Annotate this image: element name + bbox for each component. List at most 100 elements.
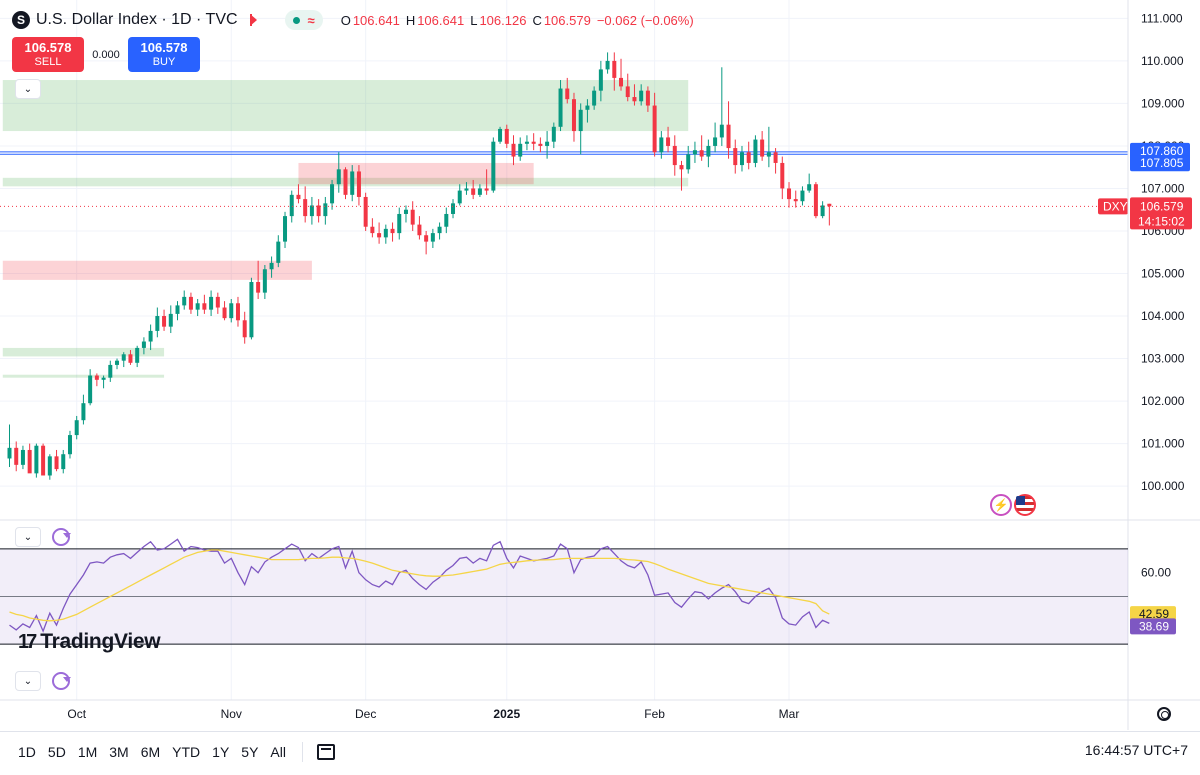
rsi-legend-collapse-button[interactable]: ⌄ <box>15 527 41 547</box>
candle-body <box>645 90 650 106</box>
last-price-label-bg <box>1130 197 1192 230</box>
timeframe-1m[interactable]: 1M <box>77 743 98 760</box>
rsi-line <box>9 538 830 633</box>
candle <box>162 309 167 331</box>
sell-button[interactable]: 106.578 SELL <box>12 37 84 72</box>
candle-body <box>551 126 556 142</box>
zone-demand <box>2 260 312 280</box>
time-axis-label: Feb <box>644 707 665 721</box>
rsi-value-bg <box>1130 618 1176 635</box>
candle <box>135 345 140 368</box>
candle <box>760 131 765 161</box>
chart-title[interactable]: U.S. Dollar Index · 1D · TVC <box>36 11 238 28</box>
candle <box>504 124 509 149</box>
zone-demand <box>298 162 534 185</box>
legend-collapse-button[interactable]: ⌄ <box>15 79 41 99</box>
candle-body <box>390 228 395 234</box>
candle-body <box>511 143 516 157</box>
candle-body <box>397 213 402 234</box>
candle-body <box>54 456 59 470</box>
timeframe-1y[interactable]: 1Y <box>212 743 230 760</box>
candle-body <box>531 141 536 144</box>
flag-icon[interactable] <box>249 14 257 26</box>
time-axis-label: Dec <box>355 707 376 721</box>
timeframe-ytd[interactable]: YTD <box>172 743 201 760</box>
ohlc-low: 106.126 <box>479 12 527 28</box>
candle-body <box>726 124 731 149</box>
buy-button[interactable]: 106.578 BUY <box>128 37 200 72</box>
candle <box>793 190 798 208</box>
calendar-icon[interactable] <box>316 743 335 760</box>
candle-body <box>128 354 133 363</box>
candle <box>148 324 153 351</box>
pane-refresh-icon[interactable] <box>52 672 71 690</box>
candle-body <box>780 162 785 189</box>
rsi-refresh-icon[interactable] <box>52 528 71 546</box>
candle-body <box>350 171 355 195</box>
candle <box>598 60 603 102</box>
candle-body <box>309 205 314 217</box>
candle-body <box>753 139 758 163</box>
candle-body <box>148 330 153 342</box>
candle <box>209 290 214 317</box>
event-markers: ⚡ <box>990 494 1036 516</box>
candle <box>202 294 207 314</box>
candle-body <box>666 137 671 146</box>
candle <box>666 126 671 153</box>
price-axis-tick: 111.000 <box>1141 11 1183 25</box>
candle <box>222 301 227 321</box>
candle-body <box>14 447 19 465</box>
candle-body <box>209 296 214 310</box>
candle-body <box>74 420 79 436</box>
timeframe-5d[interactable]: 5D <box>47 743 66 760</box>
timeframe-all[interactable]: All <box>270 743 286 760</box>
candle <box>619 58 624 91</box>
timeframe-3m[interactable]: 3M <box>109 743 129 760</box>
candle-body <box>242 320 247 338</box>
candle-body <box>229 303 234 319</box>
market-open-dot-icon <box>292 16 300 24</box>
candle <box>336 152 341 193</box>
candle-body <box>34 445 39 474</box>
candle <box>262 265 267 300</box>
gear-icon[interactable] <box>1157 707 1171 721</box>
candle <box>356 165 361 206</box>
candle <box>283 211 288 248</box>
tradingview-logo[interactable]: 17 TradingView <box>18 630 161 654</box>
zone-supply <box>2 374 165 378</box>
time-axis-label: Oct <box>67 707 86 721</box>
candle <box>108 360 113 382</box>
candle <box>27 443 32 474</box>
price-axis-tick: 109.000 <box>1141 96 1185 110</box>
bar-countdown-label: 14:15:02 <box>1138 214 1185 228</box>
candle-body <box>632 97 637 102</box>
clock-readout[interactable]: 16:44:57 UTC+7 <box>1084 742 1188 758</box>
ohlc-change: −0.062 (−0.06%) <box>596 12 694 28</box>
candle <box>195 299 200 317</box>
us-flag-event-icon[interactable] <box>1014 494 1036 516</box>
zone-supply <box>2 80 689 132</box>
candle <box>61 449 66 474</box>
candle-body <box>41 445 46 476</box>
candle-body <box>713 137 718 146</box>
candle <box>34 443 39 478</box>
symbol-legend[interactable]: S U.S. Dollar Index · 1D · TVC ≈ O 106.64… <box>12 9 698 31</box>
candle-body <box>20 449 25 465</box>
candle <box>565 77 570 104</box>
pane-collapse-button[interactable]: ⌄ <box>15 671 41 691</box>
flash-event-icon[interactable]: ⚡ <box>990 494 1012 516</box>
timeframe-6m[interactable]: 6M <box>140 743 161 760</box>
timeframe-1d[interactable]: 1D <box>18 743 36 760</box>
time-axis-label: Nov <box>221 707 242 721</box>
ohlc-low-label: L <box>470 12 478 28</box>
price-axis-tick: 100.000 <box>1141 479 1185 493</box>
market-status-pill[interactable]: ≈ <box>284 10 323 30</box>
candle-body <box>598 69 603 91</box>
candle <box>141 337 146 355</box>
ohlc-high-label: H <box>405 12 416 28</box>
candle <box>296 184 301 204</box>
candle-body <box>706 145 711 157</box>
timeframe-5y[interactable]: 5Y <box>241 743 259 760</box>
candle <box>800 186 805 206</box>
